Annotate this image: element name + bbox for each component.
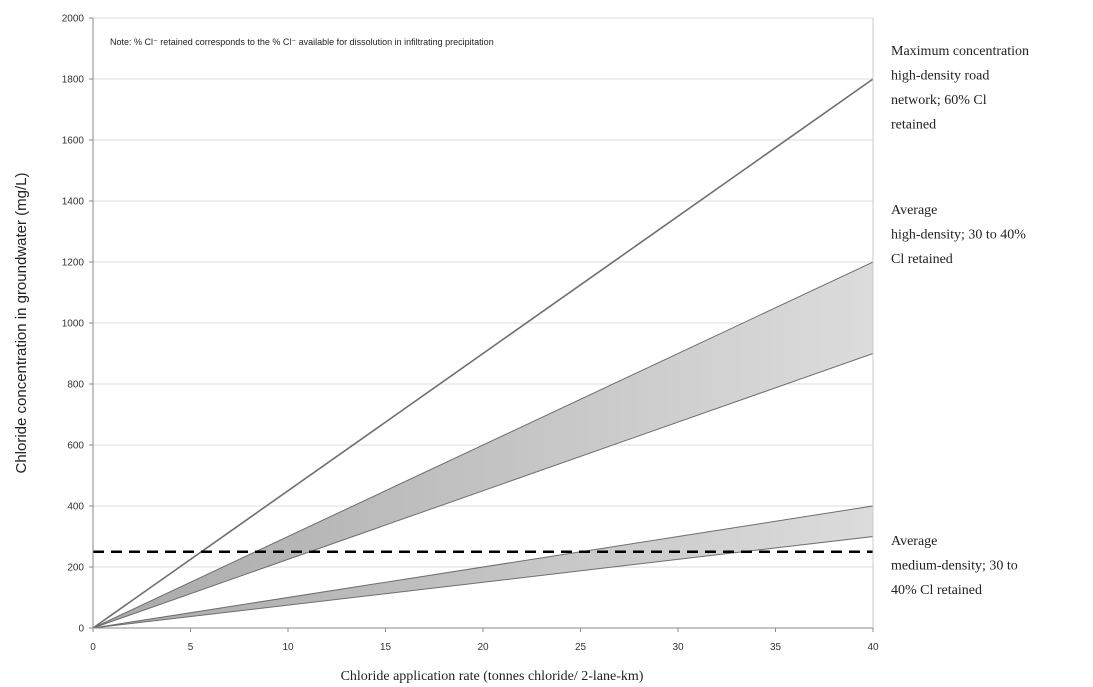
y-tick-label: 1000: [62, 319, 85, 330]
y-tick-label: 800: [67, 380, 84, 391]
series-annotations: Maximum concentration high-density road ne…: [891, 44, 1029, 598]
x-tick-label: 35: [770, 642, 782, 653]
x-tick-label: 20: [477, 642, 489, 653]
note-text: Note: % Cl⁻ retained corresponds to the …: [110, 37, 494, 47]
y-tick-label: 0: [78, 624, 84, 635]
series-annotation-line: retained: [891, 118, 936, 133]
y-tick-label: 1800: [62, 75, 85, 86]
y-tick-label: 600: [67, 441, 84, 452]
series-annotation-line: medium-density; 30 to: [891, 559, 1018, 574]
x-tick-label: 15: [380, 642, 392, 653]
y-tick-label: 200: [67, 563, 84, 574]
x-tick-label: 40: [867, 642, 879, 653]
y-tick-label: 1200: [62, 258, 85, 269]
x-tick-label: 25: [575, 642, 587, 653]
x-tick-label: 30: [672, 642, 684, 653]
y-tick-label: 1400: [62, 197, 85, 208]
series-annotation-line: network; 60% Cl: [891, 93, 987, 108]
x-tick-label: 5: [188, 642, 194, 653]
gridlines: [93, 17, 873, 568]
series-annotation-line: Average: [891, 203, 937, 218]
x-tick-label: 10: [282, 642, 294, 653]
y-tick-label: 1600: [62, 136, 85, 147]
series-annotation-line: high-density road: [891, 69, 989, 84]
axes: [89, 17, 874, 632]
series-lines: [92, 78, 874, 629]
series-annotation-line: high-density; 30 to 40%: [891, 228, 1026, 243]
y-tick-label: 2000: [62, 14, 85, 25]
x-tick-labels: 0 5 10 15 20 25 30 35 40: [90, 642, 879, 653]
series-line-0: [92, 78, 874, 629]
series-annotation-line: Cl retained: [891, 252, 953, 267]
x-tick-label: 0: [90, 642, 96, 653]
y-tick-labels: 0 200 400 600 800 1000 1200 1400 1600 1800 2000: [62, 14, 85, 635]
series-annotation-line: Average: [891, 534, 937, 549]
y-axis-label: Chloride concentration in groundwater (m…: [13, 173, 30, 474]
x-axis-label: Chloride application rate (tonnes chlori…: [341, 669, 644, 684]
y-tick-label: 400: [67, 502, 84, 513]
series-annotation-line: 40% Cl retained: [891, 583, 982, 598]
series-annotation-line: Maximum concentration: [891, 44, 1029, 59]
